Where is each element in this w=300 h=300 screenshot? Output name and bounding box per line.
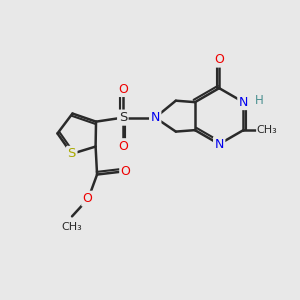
Text: N: N — [214, 138, 224, 151]
Text: S: S — [118, 111, 127, 124]
Text: N: N — [151, 111, 160, 124]
Text: H: H — [255, 94, 263, 107]
Text: CH₃: CH₃ — [62, 222, 82, 232]
Text: O: O — [118, 140, 128, 153]
Text: O: O — [214, 53, 224, 66]
Text: S: S — [68, 147, 76, 161]
Text: O: O — [118, 82, 128, 95]
Text: CH₃: CH₃ — [257, 125, 278, 135]
Text: O: O — [83, 192, 93, 205]
Text: N: N — [239, 96, 248, 109]
Text: O: O — [121, 164, 130, 178]
